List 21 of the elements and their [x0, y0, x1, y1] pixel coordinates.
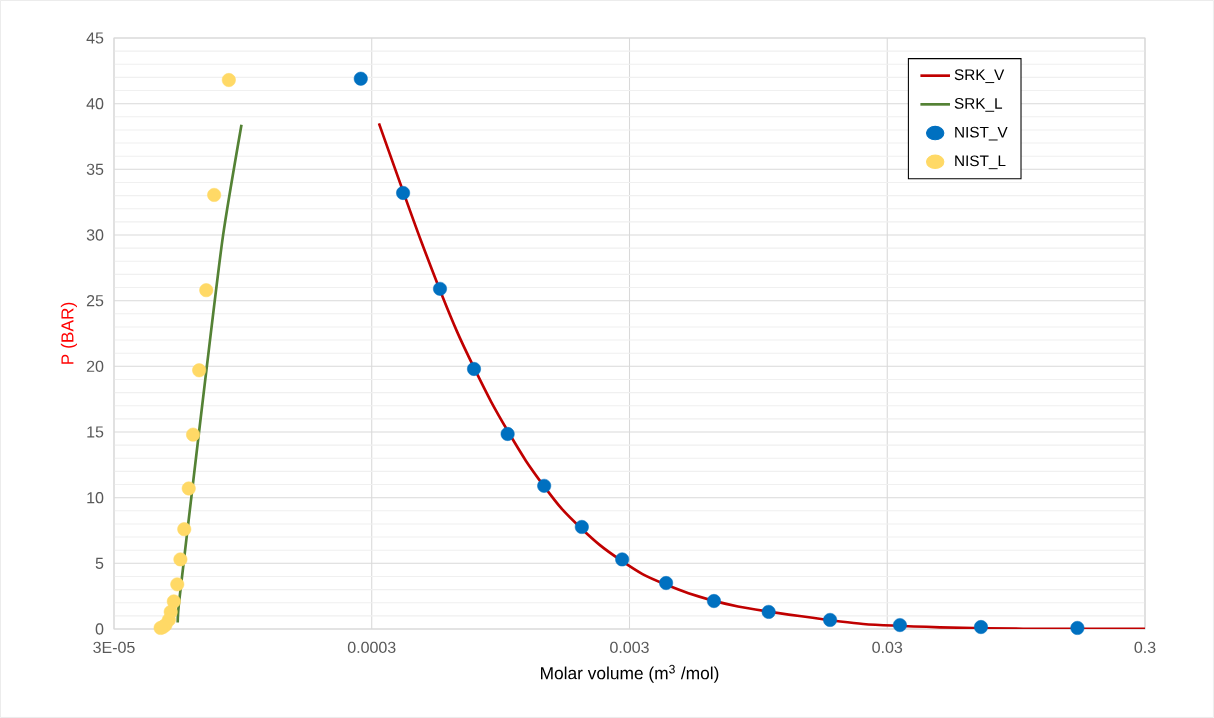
x-tick-label: 0.003: [610, 641, 649, 654]
y-tick-label: 45: [86, 32, 104, 44]
y-tick-label: 35: [86, 163, 104, 175]
x-tick-label: 3E-05: [93, 641, 135, 654]
y-tick-label: 30: [86, 229, 104, 241]
legend-label: NIST_L: [955, 155, 1006, 170]
legend-label: SRK_V: [954, 69, 1005, 84]
legend-label: NIST_V: [955, 126, 1008, 141]
y-tick-label: 10: [87, 492, 104, 504]
y-tick-label: 20: [86, 360, 104, 372]
legend-label: SRK_L: [954, 98, 1003, 112]
x-axis-title: Molar volume (m$^{3}$ /mol): [541, 664, 719, 683]
x-tick-label: 0.03: [872, 641, 903, 654]
y-axis-title: P (BAR): [60, 302, 77, 364]
y-tick-label: 0: [95, 623, 104, 635]
x-tick-label: 0.0003: [347, 641, 396, 654]
y-tick-label: 5: [95, 557, 104, 569]
y-tick-label: 25: [86, 295, 104, 307]
y-tick-label: 15: [87, 426, 104, 438]
x-tick-label: 0.3: [1134, 641, 1156, 654]
y-tick-label: 40: [86, 98, 104, 110]
